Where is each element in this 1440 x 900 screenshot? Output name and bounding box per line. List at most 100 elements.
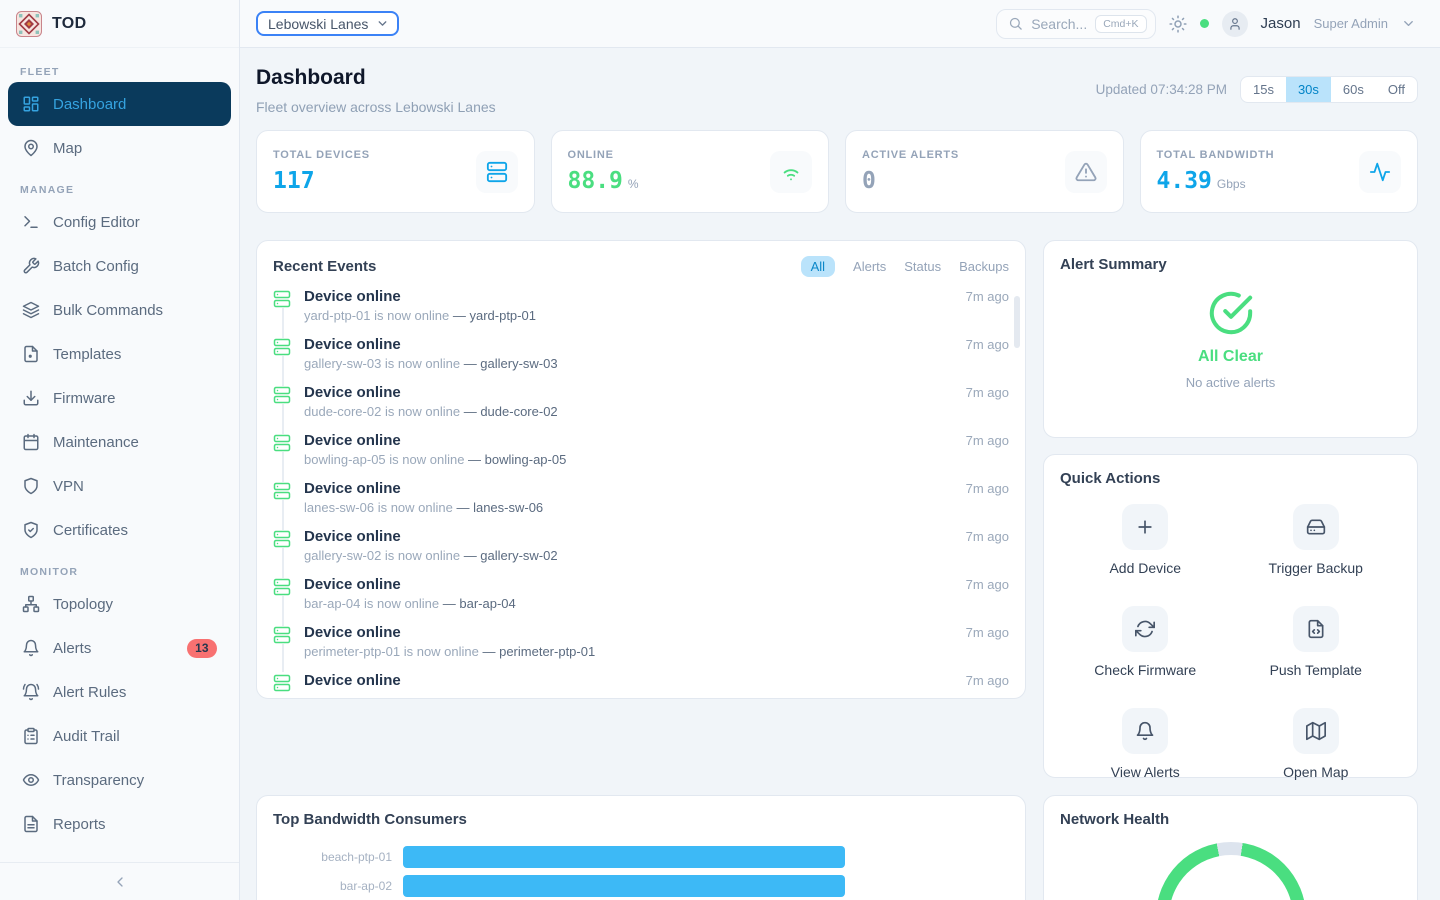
sidebar-item-transparency[interactable]: Transparency bbox=[8, 758, 231, 802]
event-row[interactable]: Device online 7m ago yard-ptp-01 is now on… bbox=[273, 288, 1009, 336]
sidebar-item-certificates[interactable]: Certificates bbox=[8, 508, 231, 552]
brand[interactable]: TOD bbox=[0, 0, 239, 48]
page-subtitle: Fleet overview across Lebowski Lanes bbox=[256, 99, 496, 115]
event-filter-all[interactable]: All bbox=[800, 256, 836, 277]
bell-icon bbox=[1122, 708, 1169, 754]
sidebar-nav: FLEET Dashboard Map MANAGE Config Editor Batc… bbox=[0, 48, 239, 862]
event-row[interactable]: Device online 7m ago perimeter-ptp-01 is n… bbox=[273, 624, 1009, 672]
quick-action-trigger-backup[interactable]: Trigger Backup bbox=[1231, 504, 1402, 576]
page-header: Dashboard Fleet overview across Lebowski… bbox=[256, 66, 1418, 115]
connection-status-dot bbox=[1199, 19, 1209, 28]
check-circle-icon bbox=[1208, 290, 1254, 336]
event-row[interactable]: Device online 7m ago gallery-sw-02 is now … bbox=[273, 528, 1009, 576]
event-filter-alerts[interactable]: Alerts bbox=[853, 259, 887, 274]
quick-actions-grid: Add Device Trigger Backup Check Firmware Pu… bbox=[1060, 504, 1401, 780]
event-row[interactable]: Device online 7m ago lanes-sw-06 is now on… bbox=[273, 480, 1009, 528]
stat-label: TOTAL BANDWIDTH bbox=[1156, 149, 1275, 161]
event-row[interactable]: Device online 7m ago bowling-ap-05 is now … bbox=[273, 432, 1009, 480]
sidebar-item-vpn[interactable]: VPN bbox=[8, 464, 231, 508]
calendar-icon bbox=[22, 433, 40, 451]
event-description: gallery-sw-02 is now online — gallery-sw… bbox=[304, 548, 558, 563]
quick-action-check-firmware[interactable]: Check Firmware bbox=[1060, 606, 1231, 678]
sidebar-item-dashboard[interactable]: Dashboard bbox=[8, 82, 231, 126]
server-icon bbox=[273, 674, 291, 692]
search-placeholder: Search... bbox=[1031, 15, 1088, 32]
quick-action-open-map[interactable]: Open Map bbox=[1231, 708, 1402, 780]
sidebar-item-topology[interactable]: Topology bbox=[8, 582, 231, 626]
sidebar-item-config-editor[interactable]: Config Editor bbox=[8, 200, 231, 244]
sidebar-item-reports[interactable]: Reports bbox=[8, 802, 231, 846]
sidebar-section-label: MONITOR bbox=[20, 566, 79, 578]
sidebar-item-map[interactable]: Map bbox=[8, 126, 231, 170]
sidebar-item-label: Audit Trail bbox=[53, 727, 120, 745]
interval-button-15s[interactable]: 15s bbox=[1241, 77, 1286, 102]
quick-action-push-template[interactable]: Push Template bbox=[1231, 606, 1402, 678]
sidebar-section-label: FLEET bbox=[20, 66, 60, 78]
quick-action-label: View Alerts bbox=[1110, 764, 1180, 780]
refresh-icon bbox=[1122, 606, 1169, 652]
event-device: — gallery-sw-02 bbox=[463, 548, 558, 563]
event-row[interactable]: Device online 7m ago gallery-sw-03 is now … bbox=[273, 336, 1009, 384]
site-selector-value: Lebowski Lanes bbox=[268, 15, 369, 32]
event-title: Device online bbox=[304, 480, 401, 497]
sidebar-item-label: Topology bbox=[53, 595, 114, 613]
stat-label: ACTIVE ALERTS bbox=[862, 149, 959, 161]
map-icon bbox=[1292, 708, 1339, 754]
sidebar-item-batch-config[interactable]: Batch Config bbox=[8, 244, 231, 288]
search-input[interactable]: Search... Cmd+K bbox=[996, 8, 1156, 39]
scrollbar-thumb[interactable] bbox=[1014, 296, 1020, 348]
sidebar-item-label: Alert Rules bbox=[53, 683, 127, 701]
sidebar-item-label: Batch Config bbox=[53, 257, 139, 275]
event-time: 7m ago bbox=[965, 577, 1009, 592]
plus-icon bbox=[1122, 504, 1169, 550]
event-row[interactable]: Device online 7m ago dude-core-02 is now o… bbox=[273, 384, 1009, 432]
bandwidth-bars: beach-ptp-01 bar-ap-02 bbox=[273, 842, 1009, 900]
search-icon bbox=[1008, 16, 1023, 31]
event-title: Device online bbox=[304, 384, 401, 401]
hard-drive-icon bbox=[1292, 504, 1339, 550]
event-time: 7m ago bbox=[965, 433, 1009, 448]
sidebar-item-audit-trail[interactable]: Audit Trail bbox=[8, 714, 231, 758]
alerts-badge: 13 bbox=[186, 638, 217, 658]
quick-action-view-alerts[interactable]: View Alerts bbox=[1060, 708, 1231, 780]
server-icon bbox=[273, 626, 291, 644]
main-column: Lebowski Lanes Search... Cmd+K Jason Sup… bbox=[240, 0, 1440, 900]
activity-icon bbox=[1359, 150, 1401, 193]
health-ring: 88 bbox=[1155, 842, 1306, 900]
sidebar-item-alerts[interactable]: Alerts 13 bbox=[8, 626, 231, 670]
bandwidth-chart-card: Top Bandwidth Consumers beach-ptp-01 bar-… bbox=[256, 795, 1026, 900]
event-description: dude-core-02 is now online — dude-core-0… bbox=[304, 404, 558, 419]
user-name: Jason bbox=[1260, 15, 1301, 32]
interval-button-30s[interactable]: 30s bbox=[1285, 77, 1331, 102]
interval-button-off[interactable]: Off bbox=[1376, 77, 1417, 102]
event-description: perimeter-ptp-01 is now online — perimet… bbox=[304, 644, 596, 659]
sidebar-item-maintenance[interactable]: Maintenance bbox=[8, 420, 231, 464]
sidebar-item-label: Map bbox=[53, 139, 83, 157]
sidebar-item-bulk-commands[interactable]: Bulk Commands bbox=[8, 288, 231, 332]
stat-label: TOTAL DEVICES bbox=[273, 149, 370, 161]
event-row[interactable]: Device online 7m ago bbox=[273, 672, 1009, 698]
sidebar-item-label: Templates bbox=[53, 345, 122, 363]
event-description: bar-ap-04 is now online — bar-ap-04 bbox=[304, 596, 516, 611]
event-title: Device online bbox=[304, 624, 401, 641]
sidebar-item-firmware[interactable]: Firmware bbox=[8, 376, 231, 420]
event-title: Device online bbox=[304, 672, 401, 689]
sidebar-item-alert-rules[interactable]: Alert Rules bbox=[8, 670, 231, 714]
event-filter-status[interactable]: Status bbox=[904, 259, 942, 274]
chevron-down-icon[interactable] bbox=[1401, 16, 1416, 31]
sidebar-item-label: Maintenance bbox=[53, 433, 139, 451]
theme-toggle-sun-icon[interactable] bbox=[1168, 14, 1187, 33]
bell-ring-icon bbox=[22, 683, 40, 701]
site-selector[interactable]: Lebowski Lanes bbox=[256, 11, 400, 36]
interval-button-60s[interactable]: 60s bbox=[1331, 77, 1376, 102]
event-row[interactable]: Device online 7m ago bar-ap-04 is now onli… bbox=[273, 576, 1009, 624]
stat-value: 0 bbox=[862, 168, 876, 194]
event-device: — dude-core-02 bbox=[463, 404, 558, 419]
event-filter-backups[interactable]: Backups bbox=[959, 259, 1009, 274]
avatar[interactable] bbox=[1221, 10, 1248, 37]
sidebar-item-templates[interactable]: Templates bbox=[8, 332, 231, 376]
sidebar-collapse-button[interactable] bbox=[0, 862, 239, 900]
quick-action-add-device[interactable]: Add Device bbox=[1060, 504, 1231, 576]
event-list: Device online 7m ago yard-ptp-01 is now on… bbox=[257, 286, 1025, 698]
bandwidth-bar-row: beach-ptp-01 bbox=[273, 842, 1009, 871]
